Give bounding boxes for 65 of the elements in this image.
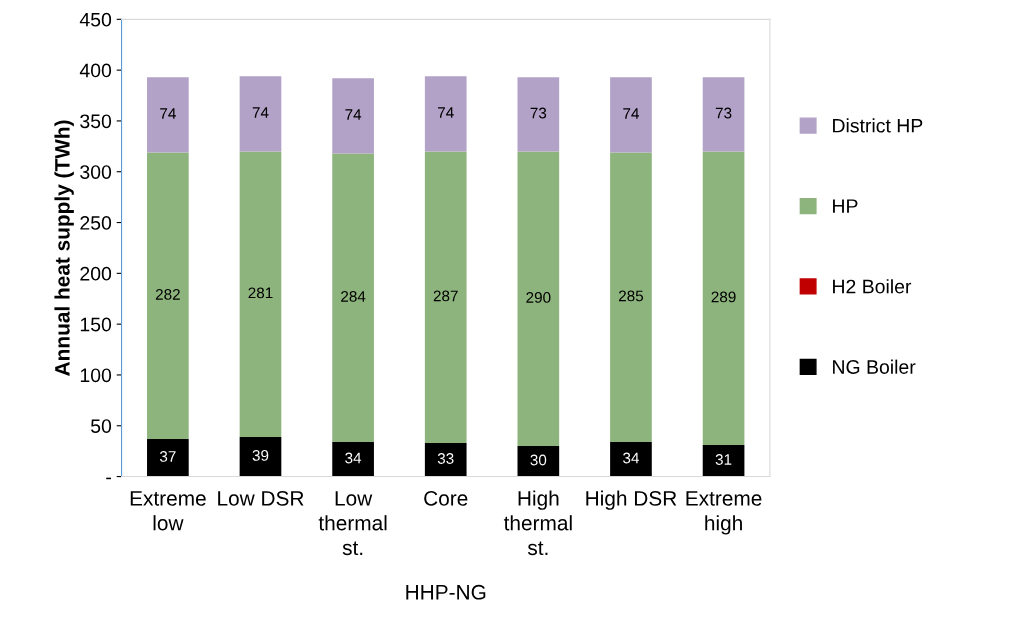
bar	[239, 76, 282, 152]
bar	[610, 442, 652, 477]
data-label: 290	[526, 292, 551, 303]
y-tick-label: 100	[80, 368, 112, 383]
bar	[332, 78, 374, 154]
bar	[610, 152, 652, 443]
bar	[517, 446, 560, 477]
bar	[147, 77, 189, 153]
x-tick-label: Low thermal st.	[318, 491, 387, 556]
data-label: 284	[341, 291, 366, 302]
y-tick-label: 350	[80, 114, 112, 129]
y-tick-label: -	[106, 477, 111, 480]
y-tick-label: 50	[90, 419, 112, 433]
x-tick-label: Extreme low	[130, 491, 206, 531]
x-axis-title: HHP-NG	[406, 584, 486, 600]
bar	[424, 76, 467, 152]
data-label: 289	[711, 291, 736, 303]
x-tick-label: High DSR	[586, 490, 677, 510]
bar	[239, 151, 282, 437]
legend-label: HP	[833, 199, 858, 213]
y-axis-title: Annual heat supply (TWh)	[54, 120, 74, 376]
data-label: 287	[433, 290, 458, 302]
bar	[332, 442, 374, 477]
legend-label: District HP	[833, 118, 923, 133]
data-label: 74	[252, 107, 269, 118]
data-label: 37	[159, 451, 176, 462]
bar	[702, 77, 745, 152]
legend-label: NG Boiler	[833, 359, 916, 374]
y-tick-label: 450	[79, 12, 112, 27]
bar	[239, 436, 282, 477]
bar	[702, 445, 745, 477]
data-label: 34	[623, 452, 639, 464]
bar	[424, 151, 467, 444]
bar	[332, 153, 374, 443]
data-label: 34	[345, 452, 362, 464]
y-tick-label: 200	[80, 266, 112, 281]
data-label: 73	[530, 107, 547, 119]
data-label: 282	[155, 288, 180, 300]
legend-label: H2 Boiler	[833, 279, 912, 294]
data-label: 74	[345, 109, 362, 120]
data-label: 74	[438, 107, 454, 118]
data-label: 73	[715, 107, 732, 119]
data-label: 30	[530, 454, 547, 466]
data-label: 31	[715, 454, 732, 465]
y-tick-label: 150	[80, 317, 112, 332]
bar	[517, 77, 560, 152]
data-label: 74	[623, 108, 639, 119]
data-label: 285	[618, 290, 644, 302]
bar	[147, 438, 189, 477]
bar	[424, 443, 467, 477]
y-tick-label: 250	[80, 216, 112, 230]
data-label: 281	[248, 287, 273, 299]
data-label: 33	[437, 453, 454, 464]
y-tick-label: 400	[79, 63, 112, 78]
bar	[147, 152, 189, 439]
x-tick-label: Core	[424, 491, 468, 506]
data-label: 39	[252, 450, 269, 461]
bar	[517, 151, 560, 447]
x-tick-label: Low DSR	[218, 491, 304, 506]
data-label: 74	[160, 108, 176, 119]
bar	[610, 77, 652, 153]
y-tick-label: 300	[80, 165, 112, 179]
bar	[702, 151, 745, 446]
x-tick-label: Extreme high	[686, 491, 762, 535]
x-tick-label: High thermal st.	[503, 490, 572, 556]
